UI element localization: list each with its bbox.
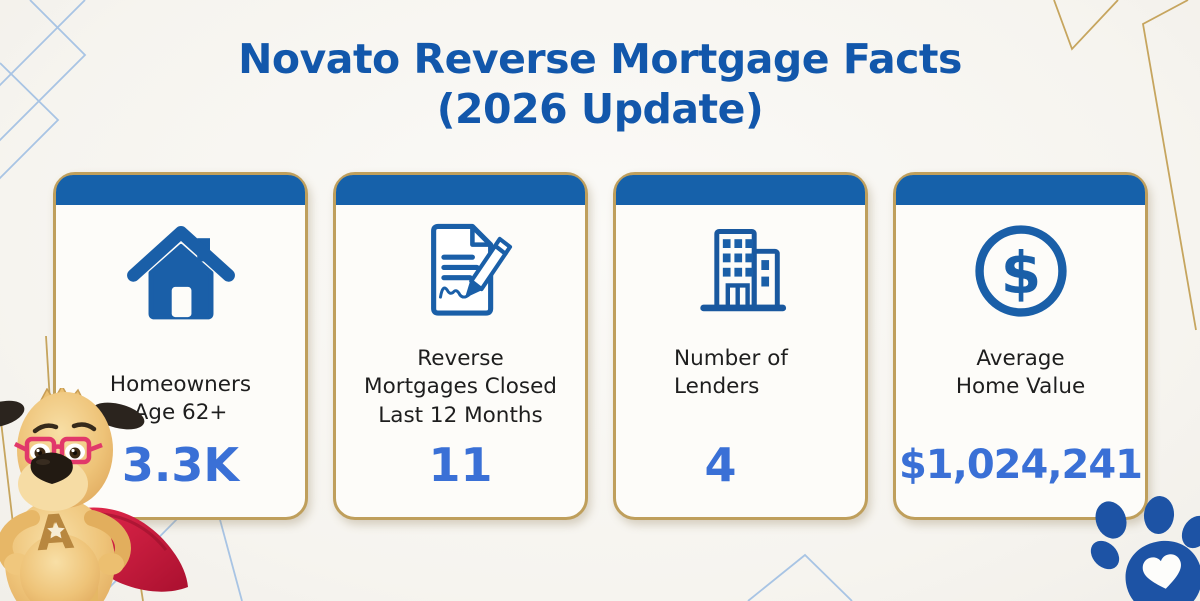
card-header-bar	[616, 175, 865, 205]
paw-print-heart-icon	[1090, 496, 1200, 601]
dog-glasses-icon	[13, 436, 103, 465]
card-value: 11	[428, 438, 493, 492]
label-line: Homeowners	[109, 372, 252, 397]
card-label: Reverse Mortgages Closed Last 12 Months	[342, 345, 579, 430]
label-line: Reverse	[417, 346, 504, 371]
card-value: 3.3K	[121, 438, 240, 492]
dog-chest-star-icon	[47, 522, 65, 539]
dollar-sign-circle-icon: $	[896, 215, 1145, 327]
dollar-glyph: $	[1000, 239, 1041, 307]
card-label: Number of Lenders	[674, 345, 857, 402]
page-title-line-1: Novato Reverse Mortgage Facts	[238, 35, 962, 83]
card-value: $1,024,241	[898, 442, 1143, 488]
stat-card-lenders: Number of Lenders 4	[613, 172, 868, 520]
label-line: Mortgages Closed	[364, 374, 557, 400]
label-line: Home Value	[955, 374, 1086, 400]
label-line: Number of	[674, 346, 788, 371]
card-value: 4	[704, 438, 737, 492]
house-icon	[56, 215, 305, 331]
card-header-bar	[336, 175, 585, 205]
dog-left-ear	[0, 400, 25, 428]
mascot-superhero-dog-icon: A	[0, 388, 188, 601]
card-header-bar	[56, 175, 305, 205]
card-header-bar	[896, 175, 1145, 205]
office-building-icon	[616, 215, 865, 325]
card-label: Average Home Value	[902, 345, 1139, 402]
stat-card-mortgages-closed: Reverse Mortgages Closed Last 12 Months …	[333, 172, 588, 520]
document-signature-pen-icon	[336, 215, 585, 329]
card-label: Homeowners Age 62+	[62, 371, 299, 428]
label-line: Lenders	[674, 374, 760, 400]
label-line: Age 62+	[133, 400, 228, 426]
page-title: Novato Reverse Mortgage Facts (2026 Upda…	[0, 34, 1200, 135]
page-title-line-2: (2026 Update)	[436, 85, 764, 134]
label-line: Last 12 Months	[378, 402, 543, 428]
label-line: Average	[976, 346, 1065, 371]
stat-card-home-value: $ Average Home Value $1,024,241	[893, 172, 1148, 520]
